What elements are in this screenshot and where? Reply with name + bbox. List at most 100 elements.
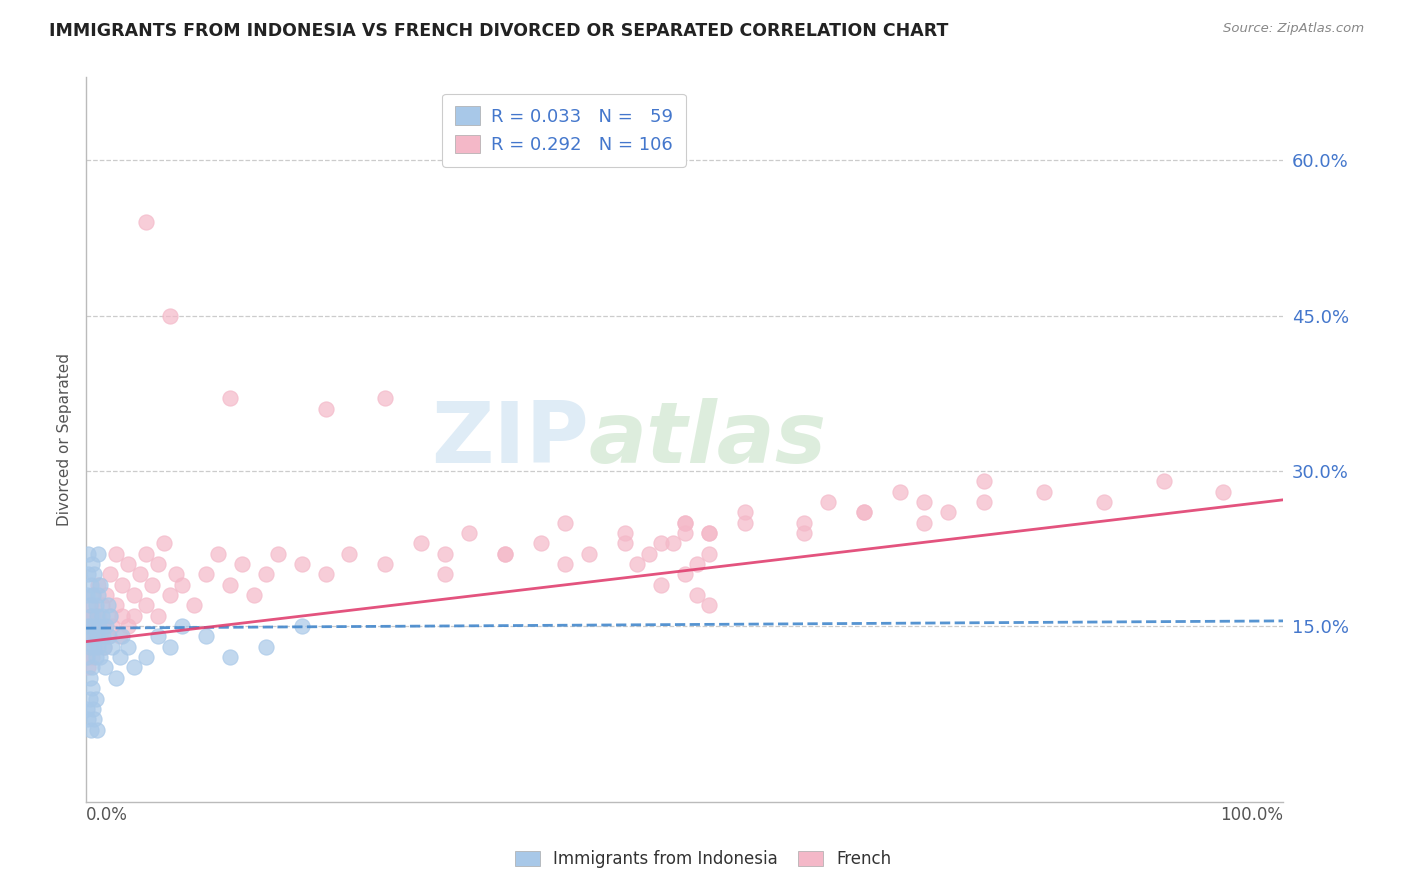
Point [80, 629, 103, 643]
Point [194, 629, 217, 643]
Point [290, 557, 312, 571]
Point [79, 640, 101, 654]
Point [697, 599, 720, 613]
Point [76, 650, 98, 665]
Point [86, 619, 108, 633]
Point [554, 557, 576, 571]
Point [218, 392, 240, 406]
Point [87, 608, 110, 623]
Point [141, 577, 163, 591]
Point [254, 640, 277, 654]
Point [97, 599, 120, 613]
Point [98, 567, 121, 582]
Point [494, 547, 516, 561]
Text: 100.0%: 100.0% [1220, 805, 1284, 823]
Point [194, 567, 217, 582]
Point [90, 599, 112, 613]
Point [89, 650, 111, 665]
Point [686, 557, 709, 571]
Point [1212, 484, 1234, 499]
Point [315, 401, 337, 416]
Point [83, 712, 105, 726]
Point [122, 660, 145, 674]
Point [98, 608, 121, 623]
Text: atlas: atlas [589, 398, 827, 482]
Point [87, 577, 110, 591]
Point [80, 660, 103, 674]
Point [661, 536, 683, 550]
Point [76, 702, 98, 716]
Point [86, 629, 108, 643]
Point [159, 588, 181, 602]
Point [96, 619, 118, 633]
Point [146, 608, 169, 623]
Point [111, 629, 134, 643]
Point [637, 547, 659, 561]
Point [254, 567, 277, 582]
Point [82, 588, 104, 602]
Point [93, 640, 115, 654]
Point [853, 505, 876, 519]
Point [135, 599, 157, 613]
Point [79, 608, 101, 623]
Point [853, 505, 876, 519]
Point [973, 474, 995, 488]
Point [98, 608, 121, 623]
Point [1032, 484, 1054, 499]
Point [817, 495, 839, 509]
Point [554, 516, 576, 530]
Point [613, 525, 636, 540]
Point [82, 588, 104, 602]
Point [1153, 474, 1175, 488]
Point [91, 629, 114, 643]
Point [117, 640, 139, 654]
Y-axis label: Divorced or Separated: Divorced or Separated [58, 353, 72, 526]
Point [734, 516, 756, 530]
Point [434, 567, 457, 582]
Point [315, 567, 337, 582]
Point [793, 525, 815, 540]
Point [697, 525, 720, 540]
Point [686, 588, 709, 602]
Point [122, 588, 145, 602]
Point [153, 536, 176, 550]
Point [93, 619, 115, 633]
Point [80, 629, 103, 643]
Point [434, 547, 457, 561]
Point [83, 629, 105, 643]
Point [613, 536, 636, 550]
Point [242, 588, 264, 602]
Point [89, 619, 111, 633]
Point [105, 671, 128, 685]
Point [135, 547, 157, 561]
Point [93, 640, 115, 654]
Point [122, 608, 145, 623]
Point [79, 640, 101, 654]
Point [77, 619, 100, 633]
Point [83, 640, 105, 654]
Point [108, 629, 131, 643]
Point [90, 608, 112, 623]
Point [84, 640, 107, 654]
Point [97, 629, 120, 643]
Point [889, 484, 911, 499]
Point [117, 557, 139, 571]
Point [135, 215, 157, 229]
Text: ZIP: ZIP [432, 398, 589, 482]
Point [218, 650, 240, 665]
Point [374, 557, 396, 571]
Point [105, 547, 128, 561]
Point [697, 525, 720, 540]
Point [912, 516, 935, 530]
Point [207, 547, 229, 561]
Point [82, 619, 104, 633]
Point [170, 577, 193, 591]
Point [77, 660, 100, 674]
Point [458, 525, 481, 540]
Point [89, 577, 111, 591]
Point [79, 671, 101, 685]
Point [84, 650, 107, 665]
Point [77, 712, 100, 726]
Point [84, 691, 107, 706]
Point [231, 557, 253, 571]
